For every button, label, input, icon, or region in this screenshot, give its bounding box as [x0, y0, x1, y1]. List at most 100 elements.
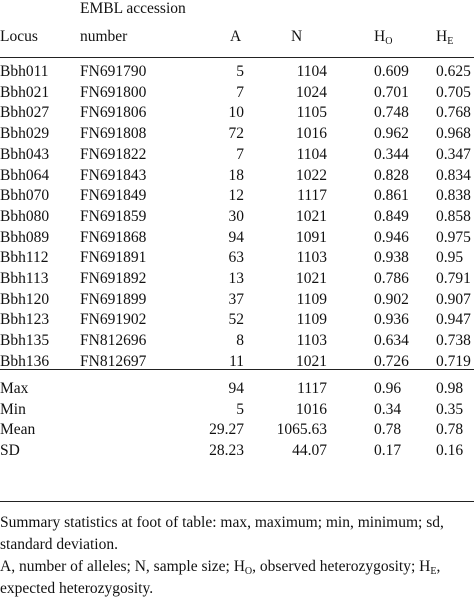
summary-ho: 0.17: [374, 441, 402, 459]
cell-a: 7: [236, 145, 244, 163]
cell-locus: Bbh089: [0, 228, 50, 246]
header-ho-sub: O: [385, 36, 393, 47]
summary-label: SD: [0, 441, 20, 459]
cell-n: 1109: [296, 311, 327, 329]
footnote-sub-o: O: [244, 566, 253, 577]
cell-n: 1105: [296, 104, 327, 122]
cell-a: 63: [228, 249, 245, 267]
summary-label: Max: [0, 380, 29, 397]
cell-n: 1103: [296, 332, 327, 350]
cell-ho: 0.701: [374, 83, 409, 101]
cell-a: 11: [229, 352, 244, 370]
header-he-main: H: [436, 28, 448, 45]
cell-he: 0.834: [436, 166, 471, 184]
cell-he: 0.768: [436, 104, 471, 122]
cell-n: 1024: [296, 83, 327, 101]
cell-locus: Bbh123: [0, 311, 50, 329]
cell-he: 0.838: [436, 187, 471, 205]
cell-a: 37: [228, 290, 245, 308]
cell-n: 1091: [296, 228, 327, 246]
cell-he: 0.791: [436, 270, 471, 287]
summary-label: Mean: [0, 421, 36, 438]
cell-locus: Bbh136: [0, 352, 50, 370]
cell-a: 72: [228, 125, 245, 143]
cell-a: 8: [236, 332, 244, 350]
footnote-line2-c: , expected heterozygosity.: [0, 558, 441, 597]
cell-he: 0.738: [436, 332, 471, 350]
cell-a: 13: [228, 270, 245, 287]
header-rule: [0, 57, 474, 58]
cell-n: 1104: [296, 145, 327, 163]
cell-locus: Bbh120: [0, 290, 50, 308]
header-ho: HO: [374, 28, 393, 47]
cell-accession: FN691806: [80, 104, 147, 122]
cell-he: 0.705: [436, 83, 471, 101]
cell-locus: Bbh064: [0, 166, 50, 184]
cell-locus: Bbh113: [0, 270, 49, 287]
summary-a: 5: [236, 400, 244, 418]
cell-ho: 0.938: [374, 249, 409, 267]
cell-n: 1117: [297, 187, 327, 205]
header-he-sub: E: [447, 36, 454, 47]
cell-ho: 0.609: [374, 63, 409, 80]
cell-locus: Bbh080: [0, 207, 50, 225]
cell-ho: 0.726: [374, 352, 409, 370]
cell-accession: FN691892: [80, 270, 147, 287]
cell-accession: FN812696: [80, 332, 147, 350]
cell-a: 52: [228, 311, 245, 329]
header-n: N: [291, 28, 303, 45]
cell-he: 0.347: [436, 145, 471, 163]
header-accession-line2: number: [80, 28, 128, 45]
footnote-line2-a: A, number of alleles; N, sample size; H: [0, 558, 245, 575]
summary-n: 1117: [297, 380, 327, 397]
cell-ho: 0.962: [374, 125, 409, 143]
cell-a: 12: [228, 187, 245, 205]
cell-accession: FN691902: [80, 311, 147, 329]
summary-he: 0.35: [436, 400, 464, 418]
cell-ho: 0.344: [374, 145, 409, 163]
cell-ho: 0.849: [374, 207, 409, 225]
cell-ho: 0.861: [374, 187, 409, 205]
cell-accession: FN691790: [80, 63, 147, 80]
summary-a: 94: [228, 380, 245, 397]
cell-n: 1016: [296, 125, 327, 143]
footnote-line2-b: , observed heterozygosity; H: [252, 558, 431, 575]
cell-he: 0.907: [436, 290, 471, 308]
summary-rule: [0, 369, 474, 370]
cell-n: 1109: [296, 290, 327, 308]
summary-n: 1016: [296, 400, 327, 418]
cell-accession: FN812697: [80, 352, 147, 370]
cell-n: 1104: [296, 63, 327, 80]
cell-ho: 0.748: [374, 104, 409, 122]
cell-ho: 0.828: [374, 166, 409, 184]
cell-he: 0.947: [436, 311, 471, 329]
summary-ho: 0.96: [374, 380, 402, 397]
footer-rule: [0, 501, 474, 502]
summary-n: 44.07: [292, 441, 327, 459]
summary-n: 1065.63: [276, 421, 327, 438]
summary-ho: 0.34: [374, 400, 402, 418]
cell-he: 0.975: [436, 228, 471, 246]
footnote-sub-e: E: [430, 566, 437, 577]
header-a: A: [230, 28, 242, 45]
cell-locus: Bbh011: [0, 63, 49, 80]
cell-ho: 0.902: [374, 290, 409, 308]
cell-he: 0.968: [436, 125, 471, 143]
cell-a: 5: [236, 63, 244, 80]
cell-n: 1022: [296, 166, 327, 184]
cell-accession: FN691808: [80, 125, 147, 143]
footnote-line1: Summary statistics at foot of table: max…: [0, 514, 444, 553]
cell-he: 0.95: [436, 249, 464, 267]
header-accession-line1: EMBL accession: [80, 0, 186, 17]
cell-locus: Bbh021: [0, 83, 50, 101]
cell-n: 1021: [296, 207, 327, 225]
cell-a: 94: [228, 228, 245, 246]
cell-locus: Bbh027: [0, 104, 50, 122]
summary-label: Min: [0, 400, 26, 418]
cell-accession: FN691800: [80, 83, 147, 101]
header-ho-main: H: [374, 28, 386, 45]
cell-he: 0.719: [436, 352, 471, 370]
cell-accession: FN691899: [80, 290, 147, 308]
cell-a: 10: [228, 104, 245, 122]
cell-a: 30: [228, 207, 245, 225]
